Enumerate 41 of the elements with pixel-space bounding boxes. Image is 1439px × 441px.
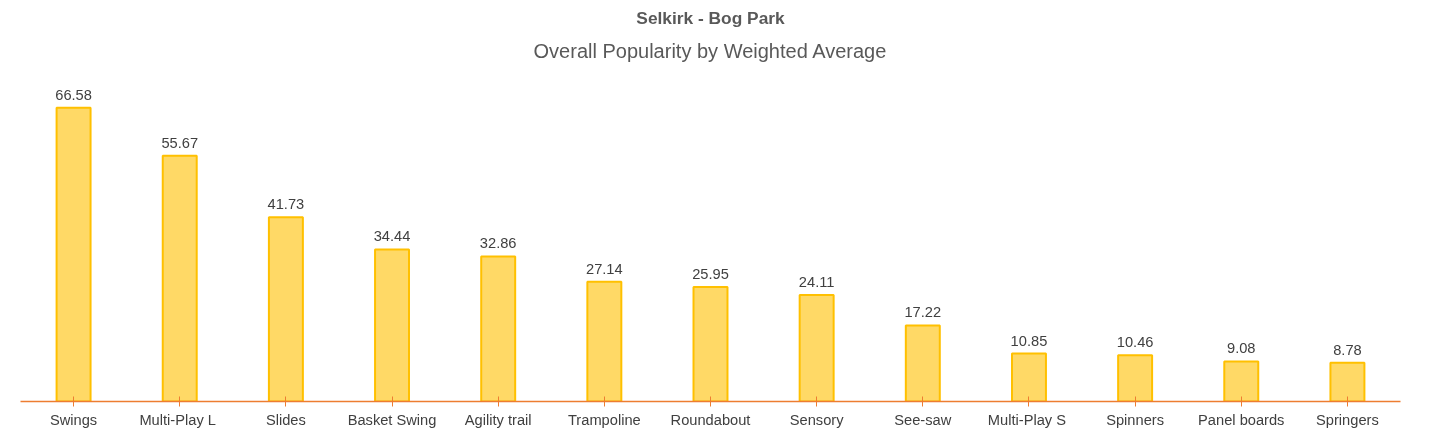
bar: [1117, 354, 1154, 402]
x-tick-label: Sensory: [789, 411, 845, 428]
x-tick-label: See-saw: [894, 411, 952, 428]
x-tick-label: Panel boards: [1198, 411, 1285, 428]
bar: [480, 255, 517, 402]
data-label: 24.11: [798, 274, 835, 291]
x-tick-label: Roundabout: [670, 411, 751, 428]
data-label: 10.85: [1010, 332, 1048, 349]
bar: [586, 280, 623, 402]
x-tick-label: Agility trail: [464, 411, 532, 428]
data-label: 66.58: [55, 86, 92, 103]
chart-subtitle: Overall Popularity by Weighted Average: [533, 39, 887, 62]
bar: [161, 154, 198, 402]
data-label: 34.44: [373, 228, 411, 245]
bar: [798, 294, 835, 402]
data-label: 9.08: [1227, 340, 1256, 357]
data-label: 8.78: [1333, 341, 1362, 358]
data-label: 55.67: [161, 134, 199, 151]
x-tick-label: Multi-Play L: [139, 411, 216, 428]
data-label: 25.95: [692, 265, 729, 282]
bar: [55, 106, 92, 402]
x-tick-label: Spinners: [1106, 411, 1165, 428]
bar: [1010, 352, 1047, 402]
x-tick-label: Multi-Play S: [987, 411, 1067, 428]
chart-title: Selkirk - Bog Park: [636, 7, 786, 28]
x-tick-label: Springers: [1316, 411, 1379, 428]
data-label: 10.46: [1116, 334, 1154, 351]
bar: [374, 248, 411, 402]
bar: [904, 324, 941, 402]
x-tick-label: Swings: [49, 411, 98, 428]
bar: [1223, 360, 1260, 402]
bar: [1329, 361, 1366, 402]
bar: [692, 285, 729, 402]
x-tick-label: Basket Swing: [347, 411, 437, 428]
data-label: 17.22: [904, 304, 942, 321]
data-label: 27.14: [586, 260, 623, 277]
x-tick-label: Trampoline: [567, 411, 641, 428]
x-tick-label: Slides: [265, 411, 306, 428]
data-label: 32.86: [479, 235, 517, 252]
bar: [267, 216, 304, 402]
data-label: 41.73: [267, 196, 305, 213]
